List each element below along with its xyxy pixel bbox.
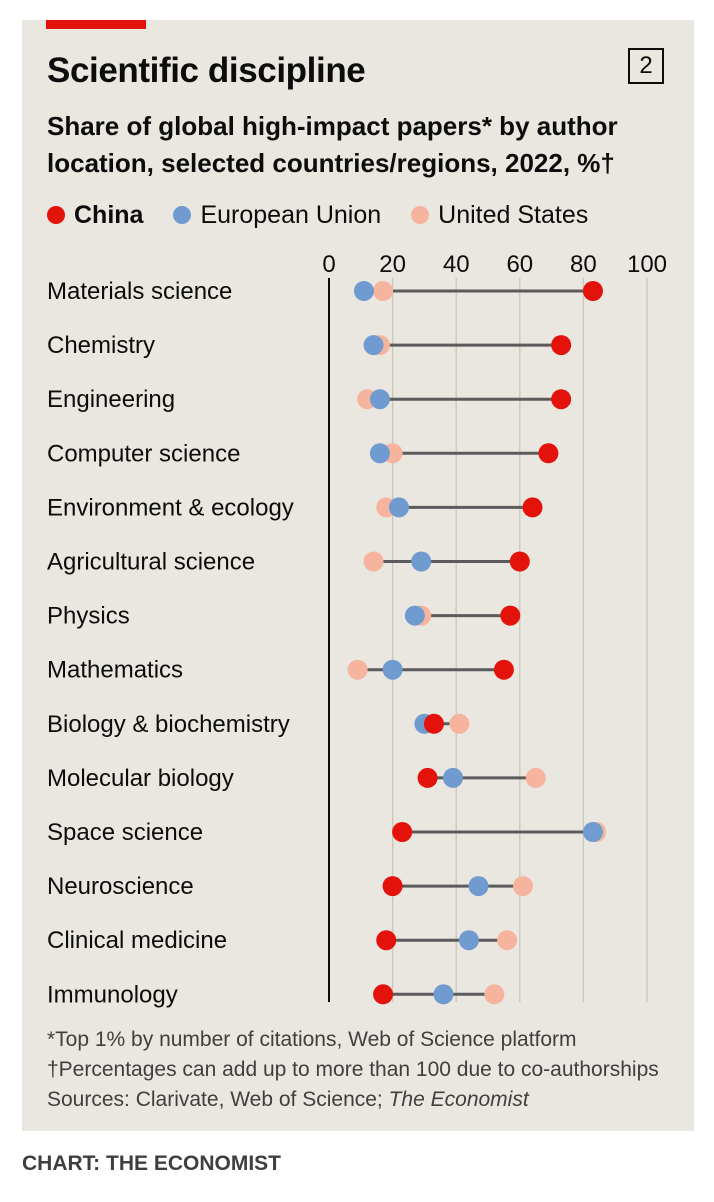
category-label: Clinical medicine <box>47 927 227 954</box>
dot-european-union <box>369 389 390 410</box>
category-label: Immunology <box>47 981 178 1008</box>
footnote-co-authorship: †Percentages can add up to more than 100… <box>47 1058 659 1081</box>
category-label: Chemistry <box>47 332 155 359</box>
footnote-top-cited: *Top 1% by number of citations, Web of S… <box>47 1028 577 1051</box>
legend-swatch-us <box>411 206 430 224</box>
dot-china <box>551 335 572 356</box>
sources-line: Sources: Clarivate, Web of Science; The … <box>47 1088 529 1112</box>
chart-subtitle: Share of global high-impact papers* by a… <box>47 111 618 178</box>
category-label: Molecular biology <box>47 765 234 792</box>
dot-china <box>500 605 521 626</box>
dot-china <box>538 443 559 464</box>
dot-china <box>493 659 514 680</box>
dot-european-union <box>388 497 409 518</box>
dot-european-union <box>404 605 425 626</box>
dot-united-states <box>363 551 384 572</box>
category-label: Mathematics <box>47 657 183 684</box>
x-tick-label: 40 <box>443 251 470 278</box>
dot-china <box>392 822 413 842</box>
category-label: Engineering <box>47 386 175 413</box>
x-tick-label: 100 <box>627 251 667 278</box>
legend-swatch-eu <box>173 206 192 224</box>
dot-china <box>522 497 543 518</box>
dot-european-union <box>382 659 403 680</box>
dot-united-states <box>373 281 394 301</box>
sources-publication: The Economist <box>388 1088 529 1111</box>
dot-china <box>417 767 438 788</box>
figure-number: 2 <box>628 48 664 84</box>
category-label: Agricultural science <box>47 549 255 576</box>
category-label: Physics <box>47 603 130 630</box>
dot-united-states <box>484 984 505 1005</box>
dot-china <box>376 930 397 951</box>
dot-united-states <box>449 713 470 734</box>
dot-united-states <box>525 767 546 788</box>
dot-china <box>509 551 530 572</box>
category-label: Computer science <box>47 440 240 467</box>
dot-european-union <box>443 767 464 788</box>
legend-item-china: China <box>47 201 143 230</box>
dot-china <box>582 281 603 301</box>
legend-swatch-china <box>47 206 65 224</box>
category-label: Biology & biochemistry <box>47 711 290 738</box>
legend-label-us: United States <box>438 200 589 229</box>
legend-label-eu: European Union <box>200 200 382 229</box>
sources-text: Sources: Clarivate, Web of Science; <box>47 1088 389 1111</box>
legend-item-us: United States <box>411 201 588 230</box>
dot-plot: 0 20 40 60 80 100 Materials science Chemistry En… <box>47 251 667 1008</box>
dot-european-union <box>363 335 384 356</box>
chart-credit: CHART: THE ECONOMIST <box>22 1152 281 1175</box>
dot-european-union <box>369 443 390 464</box>
x-tick-label: 0 <box>322 251 335 278</box>
dot-european-union <box>458 930 479 951</box>
x-tick-label: 60 <box>506 251 533 278</box>
x-tick-label: 20 <box>379 251 406 278</box>
dot-china <box>382 876 403 897</box>
dot-european-union <box>411 551 432 572</box>
dot-european-union <box>582 822 603 842</box>
chart-title: Scientific discipline <box>47 51 366 90</box>
dot-united-states <box>347 659 368 680</box>
dot-china <box>373 984 394 1005</box>
brand-red-bar <box>46 20 146 29</box>
category-label: Space science <box>47 819 203 846</box>
dot-european-union <box>433 984 454 1005</box>
dot-united-states <box>497 930 518 951</box>
legend-item-eu: European Union <box>173 201 381 230</box>
category-label: Materials science <box>47 278 232 305</box>
dot-china <box>423 713 444 734</box>
dot-european-union <box>468 876 489 897</box>
category-label: Environment & ecology <box>47 494 294 521</box>
dot-china <box>551 389 572 410</box>
legend: China European Union United States <box>47 198 618 232</box>
x-tick-label: 80 <box>570 251 597 278</box>
chart-panel: Scientific discipline 2 Share of global … <box>22 20 694 1131</box>
category-label: Neuroscience <box>47 873 194 900</box>
dot-united-states <box>512 876 533 897</box>
legend-label-china: China <box>74 200 144 229</box>
dot-european-union <box>353 281 374 301</box>
